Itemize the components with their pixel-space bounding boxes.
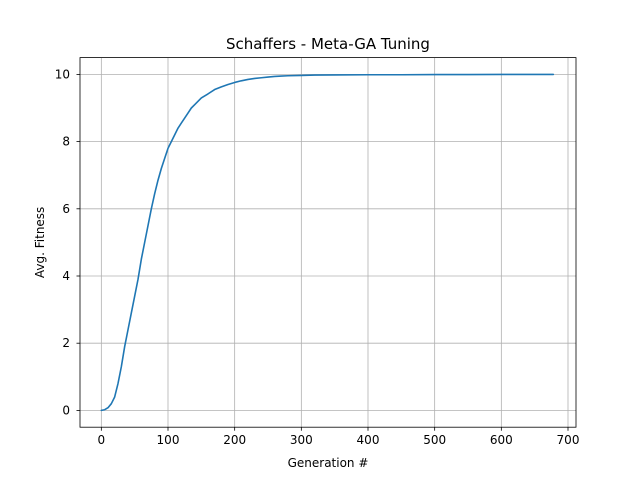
x-tick-label: 400 [357,433,380,447]
y-tick-label: 10 [55,67,70,81]
y-tick-label: 8 [62,135,70,149]
y-tick-label: 6 [62,202,70,216]
y-tick-label: 0 [62,403,70,417]
x-tick-label: 600 [490,433,513,447]
y-axis-label: Avg. Fitness [33,207,47,278]
y-tick-label: 4 [62,269,70,283]
plot-area [80,57,576,428]
x-tick-label: 500 [423,433,446,447]
x-tick-label: 0 [98,433,106,447]
x-axis-ticks: 0 100 200 300 400 500 600 700 [98,427,580,447]
axes-frame [79,57,577,428]
series-layer [100,73,555,412]
y-tick-label: 2 [62,336,70,350]
x-tick-label: 200 [223,433,246,447]
x-tick-label: 100 [157,433,180,447]
x-tick-label: 700 [557,433,580,447]
y-axis-ticks: 0 2 4 6 8 10 [55,67,80,417]
x-tick-label: 300 [290,433,313,447]
x-axis-label: Generation # [288,456,369,470]
chart-title: Schaffers - Meta-GA Tuning [226,35,430,53]
series-line [100,73,555,412]
